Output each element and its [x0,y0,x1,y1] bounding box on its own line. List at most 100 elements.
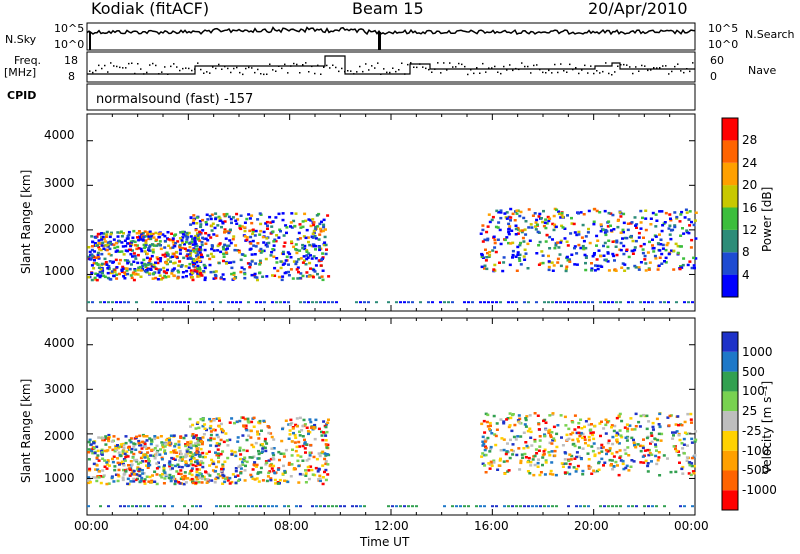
power-point [146,231,150,234]
velocity-point [236,440,240,443]
velocity-point [503,472,507,475]
power-point [661,224,665,227]
power-point [87,255,91,259]
power-point [513,219,517,222]
power-point [243,229,247,233]
velocity-point [154,454,158,457]
velocity-point [513,423,517,427]
power-point [659,238,663,241]
nave-point [224,65,226,68]
power-point [294,262,298,266]
power-point [144,239,148,242]
velocity-point [666,457,669,460]
power-point [619,231,623,234]
power-point [254,262,258,265]
power-point [201,229,205,232]
power-point [559,264,563,268]
velocity-point [650,453,654,456]
velocity-point [127,467,131,470]
nave-point [389,71,391,74]
power-point [642,242,646,246]
power-point [235,212,239,216]
power-point [173,244,177,248]
nave-point [293,62,295,65]
velocity-point [624,466,628,470]
power-point [557,210,561,213]
power-point [246,262,250,265]
velocity-point [304,469,307,472]
power-ground-point [375,301,378,304]
nave-point [257,68,259,71]
velocity-ground-point [619,505,622,508]
velocity-point [483,438,487,441]
velocity-point [686,412,690,416]
power-point [552,264,556,267]
velocity-point [158,474,162,477]
power-point [234,219,238,222]
power-point [621,228,625,232]
power-point [681,227,684,230]
power-point [278,228,282,231]
power-ground-point [231,301,234,304]
nave-point [692,62,694,64]
velocity-point [602,427,606,430]
power-point [656,268,660,271]
power-point [206,218,210,221]
velocity-point [512,435,516,439]
velocity-point [653,437,657,440]
velocity-point [312,455,316,459]
velocity-point [600,450,604,453]
velocity-point [205,481,209,484]
power-point [318,276,322,279]
velocity-point [87,476,91,479]
power-point [313,228,317,231]
power-point [91,240,95,243]
velocity-point [114,447,118,450]
power-point [541,254,545,257]
velocity-point [561,465,565,468]
velocity-point [97,459,101,462]
velocity-point [234,481,238,485]
power-point [175,255,179,259]
velocity-point [678,438,682,442]
nave-point [353,73,355,75]
power-point [124,249,128,252]
power-point [298,249,302,252]
power-point [563,237,567,240]
power-point [98,275,102,279]
power-point [200,241,204,244]
velocity-point [116,437,120,441]
power-point [150,235,154,238]
velocity-point [694,438,698,442]
power-point [232,235,236,238]
velocity-point [571,443,575,446]
velocity-point [88,467,92,471]
velocity-point [255,463,259,467]
power-point [301,220,305,223]
velocity-point [630,459,634,462]
power-point [488,220,492,224]
velocity-point [544,428,548,431]
power-point [595,209,599,213]
power-point [133,268,137,271]
power-point [210,224,214,228]
power-point [298,237,302,240]
velocity-point [651,425,655,429]
velocity-point [153,480,157,483]
velocity-point [324,462,328,466]
velocity-point [107,438,110,441]
power-point [320,220,323,224]
nave-point [584,64,586,67]
velocity-point [221,429,225,433]
power-point [110,270,114,273]
velocity-point [629,417,633,420]
velocity-point [206,472,210,476]
power-point [511,249,515,253]
velocity-point [505,459,509,463]
velocity-point [641,455,645,458]
power-point [679,234,683,237]
power-point [511,253,515,257]
nave-point [440,72,442,74]
velocity-point [196,421,200,424]
power-point [553,223,557,227]
